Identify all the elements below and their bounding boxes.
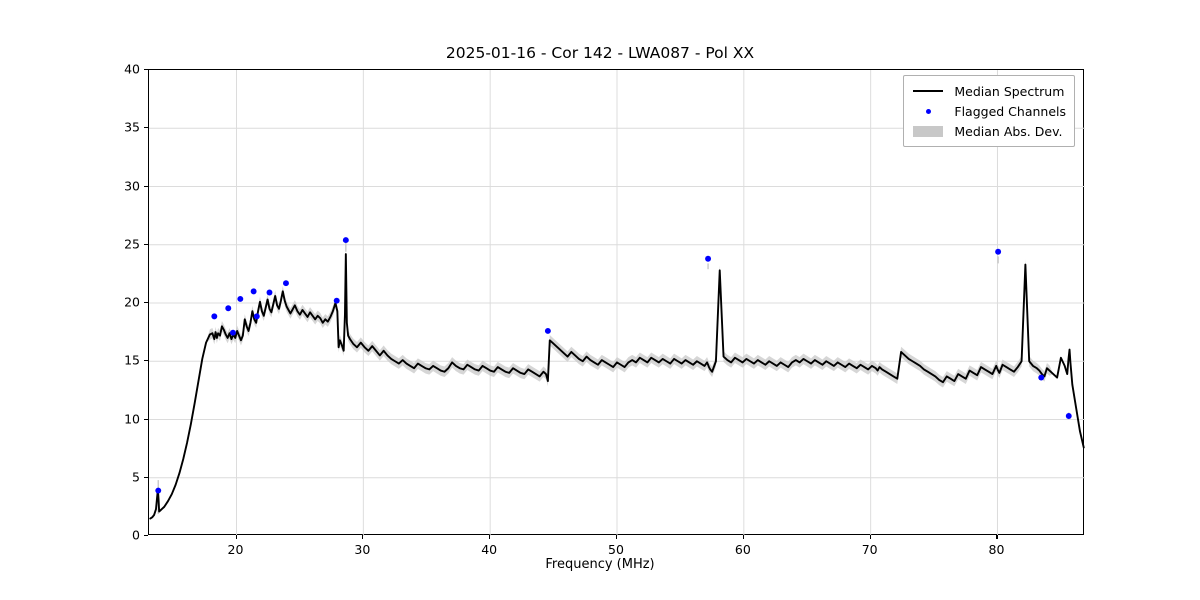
y-tick-mark <box>144 69 148 71</box>
y-tick-mark <box>144 127 148 129</box>
x-axis-label: Frequency (MHz) <box>545 557 655 572</box>
x-tick-label: 50 <box>608 542 624 557</box>
x-tick-label: 60 <box>734 542 751 557</box>
y-tick-label: 35 <box>124 119 140 135</box>
flagged-channel-point <box>266 289 273 296</box>
y-tick-mark <box>144 476 148 478</box>
x-tick-mark <box>235 535 237 539</box>
legend-label: Median Abs. Dev. <box>954 123 1063 139</box>
chart-title: 2025-01-16 - Cor 142 - LWA087 - Pol XX <box>445 44 755 62</box>
legend-label: Median Spectrum <box>954 83 1065 99</box>
y-tick-label: 30 <box>124 178 140 193</box>
legend-band-icon <box>910 125 946 137</box>
x-tick-mark <box>362 535 364 539</box>
x-tick-label: 20 <box>227 542 244 557</box>
x-tick-mark <box>616 535 618 539</box>
x-tick-label: 40 <box>481 542 498 557</box>
y-tick-mark <box>144 418 148 420</box>
flagged-channel-point <box>283 280 289 287</box>
flagged-channel-point <box>229 329 236 336</box>
y-tick-label: 0 <box>132 527 140 543</box>
x-tick-label: 80 <box>988 542 1005 557</box>
y-tick-label: 20 <box>124 294 140 310</box>
flagged-channel-point <box>237 295 244 302</box>
legend-dot-icon <box>910 108 946 114</box>
flagged-channel-point <box>333 297 340 304</box>
y-tick-label: 10 <box>124 411 140 426</box>
flagged-channel-point <box>253 313 260 320</box>
x-tick-mark <box>869 535 871 539</box>
flagged-channel-point <box>342 237 349 244</box>
y-tick-mark <box>144 535 148 537</box>
y-tick-mark <box>144 243 148 245</box>
y-tick-label: 25 <box>124 236 140 252</box>
flagged-channel-point <box>1065 413 1072 419</box>
y-tick-mark <box>144 185 148 187</box>
flagged-channel-point <box>705 255 712 262</box>
legend-label: Flagged Channels <box>954 103 1066 119</box>
flagged-channel-point <box>211 313 218 320</box>
legend-item-median-abs-dev: Median Abs. Dev. <box>910 121 1066 141</box>
y-tick-label: 40 <box>124 61 140 77</box>
plot-svg <box>149 70 1085 536</box>
legend: Median Spectrum Flagged Channels Median … <box>903 75 1075 147</box>
y-tick-label: 15 <box>124 352 140 368</box>
flagged-channels-markers <box>155 237 1072 494</box>
x-tick-mark <box>996 535 998 539</box>
flagged-channel-point <box>544 327 551 334</box>
plot-area: Median Spectrum Flagged Channels Median … <box>148 69 1085 536</box>
median-spectrum-line <box>149 253 1085 520</box>
y-tick-mark <box>144 360 148 362</box>
x-tick-mark <box>742 535 744 539</box>
flagged-channel-point <box>1038 374 1045 381</box>
gridlines <box>149 70 1085 536</box>
x-tick-mark <box>489 535 491 539</box>
x-tick-label: 30 <box>354 542 371 557</box>
x-tick-label: 70 <box>861 542 878 557</box>
flagged-channel-point <box>995 248 1002 255</box>
flagged-channel-point <box>250 288 257 295</box>
y-tick-label: 5 <box>132 469 140 485</box>
legend-item-flagged-channels: Flagged Channels <box>910 101 1066 121</box>
flagged-channel-point <box>225 305 232 312</box>
legend-line-icon <box>910 90 946 92</box>
y-tick-mark <box>144 302 148 304</box>
flagged-channel-point <box>155 487 162 494</box>
legend-item-median-spectrum: Median Spectrum <box>910 81 1066 101</box>
